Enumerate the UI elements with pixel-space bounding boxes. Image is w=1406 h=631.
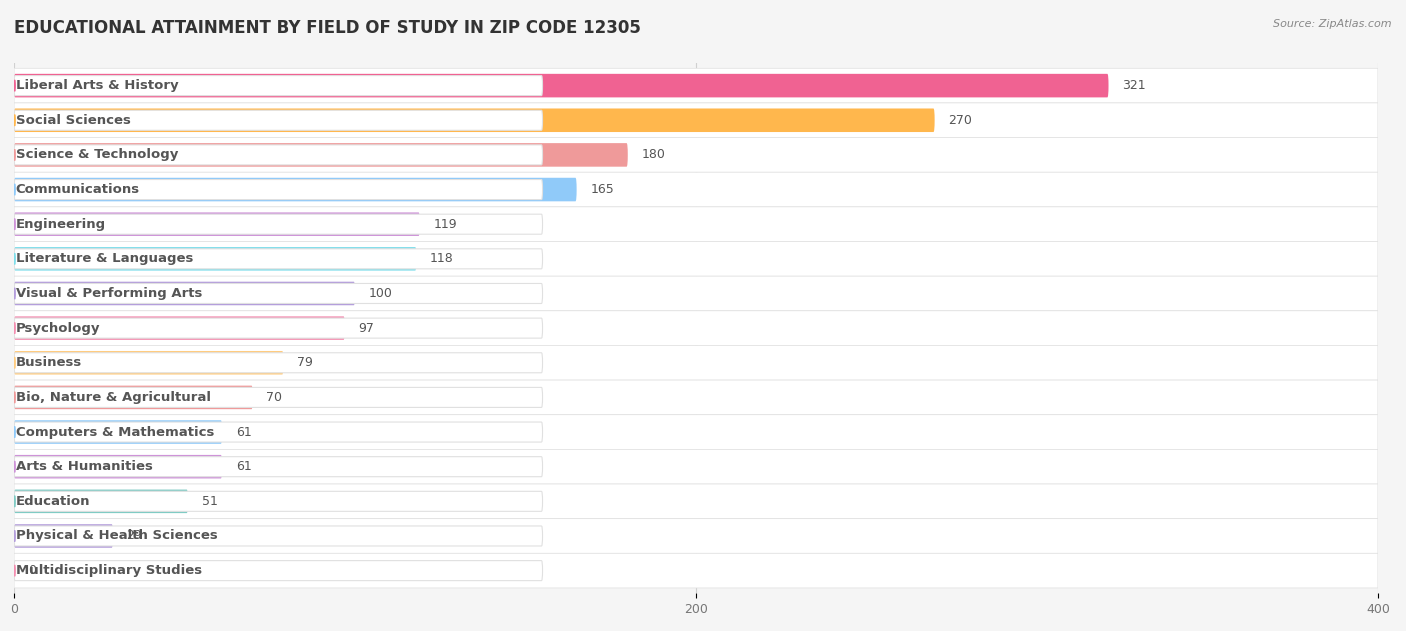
Text: 29: 29: [127, 529, 142, 543]
Text: 70: 70: [266, 391, 283, 404]
FancyBboxPatch shape: [14, 138, 1378, 172]
Text: 79: 79: [297, 357, 314, 369]
Text: 180: 180: [641, 148, 665, 162]
FancyBboxPatch shape: [14, 103, 1378, 138]
Text: 0: 0: [28, 564, 35, 577]
Text: Arts & Humanities: Arts & Humanities: [15, 460, 153, 473]
FancyBboxPatch shape: [14, 415, 1378, 449]
FancyBboxPatch shape: [14, 214, 543, 234]
FancyBboxPatch shape: [14, 109, 935, 132]
Text: Science & Technology: Science & Technology: [15, 148, 179, 162]
Text: 61: 61: [236, 425, 252, 439]
Text: Source: ZipAtlas.com: Source: ZipAtlas.com: [1274, 19, 1392, 29]
FancyBboxPatch shape: [14, 345, 1378, 380]
FancyBboxPatch shape: [14, 213, 420, 236]
FancyBboxPatch shape: [14, 178, 576, 201]
Text: 100: 100: [368, 287, 392, 300]
Text: 118: 118: [430, 252, 454, 265]
FancyBboxPatch shape: [14, 76, 543, 96]
FancyBboxPatch shape: [14, 207, 1378, 242]
Text: 321: 321: [1122, 79, 1146, 92]
FancyBboxPatch shape: [14, 316, 344, 340]
Text: Computers & Mathematics: Computers & Mathematics: [15, 425, 214, 439]
FancyBboxPatch shape: [14, 420, 222, 444]
FancyBboxPatch shape: [14, 172, 1378, 207]
FancyBboxPatch shape: [14, 560, 543, 581]
FancyBboxPatch shape: [14, 110, 543, 130]
Text: Physical & Health Sciences: Physical & Health Sciences: [15, 529, 218, 543]
FancyBboxPatch shape: [14, 74, 1108, 97]
FancyBboxPatch shape: [14, 386, 253, 409]
Text: 119: 119: [433, 218, 457, 231]
FancyBboxPatch shape: [14, 457, 543, 476]
Text: Literature & Languages: Literature & Languages: [15, 252, 193, 265]
Text: 51: 51: [201, 495, 218, 508]
Text: Liberal Arts & History: Liberal Arts & History: [15, 79, 179, 92]
FancyBboxPatch shape: [14, 180, 543, 199]
Text: Business: Business: [15, 357, 82, 369]
FancyBboxPatch shape: [14, 524, 112, 548]
FancyBboxPatch shape: [14, 449, 1378, 484]
FancyBboxPatch shape: [14, 492, 543, 511]
Text: EDUCATIONAL ATTAINMENT BY FIELD OF STUDY IN ZIP CODE 12305: EDUCATIONAL ATTAINMENT BY FIELD OF STUDY…: [14, 19, 641, 37]
FancyBboxPatch shape: [14, 484, 1378, 519]
Text: Communications: Communications: [15, 183, 139, 196]
Text: Bio, Nature & Agricultural: Bio, Nature & Agricultural: [15, 391, 211, 404]
Text: Visual & Performing Arts: Visual & Performing Arts: [15, 287, 202, 300]
FancyBboxPatch shape: [14, 553, 1378, 588]
Text: Engineering: Engineering: [15, 218, 105, 231]
Text: Psychology: Psychology: [15, 322, 100, 334]
FancyBboxPatch shape: [14, 311, 1378, 345]
FancyBboxPatch shape: [14, 247, 416, 271]
Text: Multidisciplinary Studies: Multidisciplinary Studies: [15, 564, 202, 577]
FancyBboxPatch shape: [14, 242, 1378, 276]
FancyBboxPatch shape: [14, 387, 543, 408]
FancyBboxPatch shape: [14, 143, 627, 167]
Text: 61: 61: [236, 460, 252, 473]
FancyBboxPatch shape: [14, 422, 543, 442]
FancyBboxPatch shape: [14, 145, 543, 165]
FancyBboxPatch shape: [14, 318, 543, 338]
FancyBboxPatch shape: [14, 249, 543, 269]
FancyBboxPatch shape: [14, 526, 543, 546]
Text: 97: 97: [359, 322, 374, 334]
FancyBboxPatch shape: [14, 283, 543, 304]
FancyBboxPatch shape: [14, 353, 543, 373]
FancyBboxPatch shape: [14, 490, 188, 513]
FancyBboxPatch shape: [14, 455, 222, 478]
FancyBboxPatch shape: [14, 68, 1378, 103]
FancyBboxPatch shape: [14, 380, 1378, 415]
FancyBboxPatch shape: [14, 351, 284, 375]
FancyBboxPatch shape: [14, 519, 1378, 553]
FancyBboxPatch shape: [14, 281, 354, 305]
Text: Social Sciences: Social Sciences: [15, 114, 131, 127]
Text: 165: 165: [591, 183, 614, 196]
FancyBboxPatch shape: [14, 276, 1378, 311]
Text: Education: Education: [15, 495, 90, 508]
Text: 270: 270: [948, 114, 972, 127]
